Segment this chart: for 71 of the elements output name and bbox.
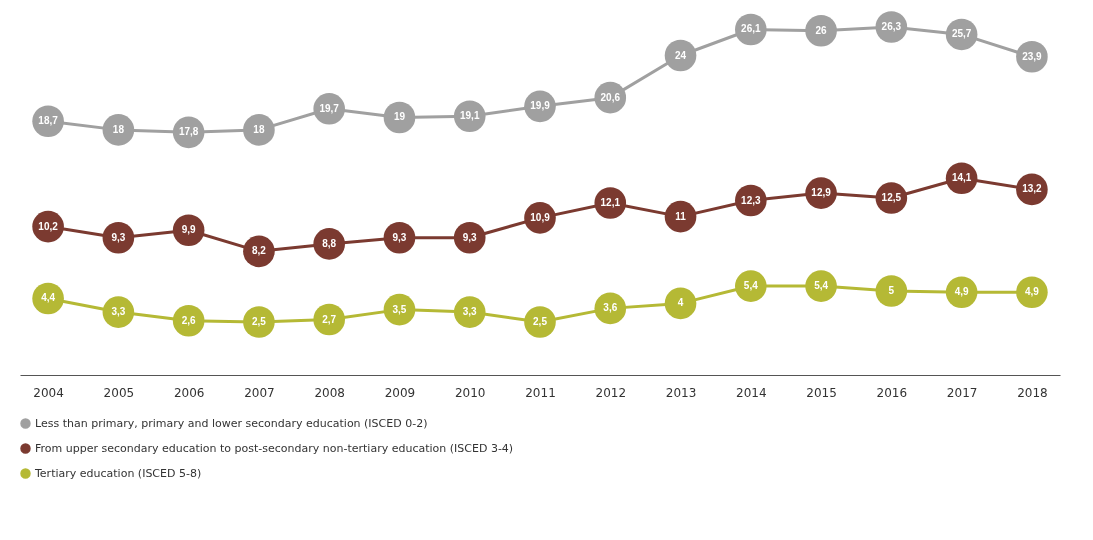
data-label: 12,9 bbox=[811, 187, 832, 199]
data-label: 2,5 bbox=[251, 316, 267, 328]
legend-label: Less than primary, primary and lower secondary education (ISCED 0-2) bbox=[35, 416, 428, 430]
x-tick-label: 2005 bbox=[103, 385, 135, 400]
x-tick-label: 2017 bbox=[946, 385, 978, 400]
point bbox=[243, 114, 275, 146]
data-label: 10,2 bbox=[38, 220, 59, 232]
point bbox=[875, 275, 908, 307]
data-label: 9,3 bbox=[392, 231, 407, 243]
data-label: 5,4 bbox=[814, 280, 829, 292]
point bbox=[805, 14, 837, 47]
data-label: 9,3 bbox=[462, 231, 478, 243]
data-label: 18 bbox=[253, 123, 265, 135]
data-label: 25,7 bbox=[951, 28, 972, 40]
data-label: 19,7 bbox=[319, 102, 340, 114]
x-tick-label: 2018 bbox=[1017, 385, 1048, 400]
x-tick-label: 2009 bbox=[384, 385, 416, 400]
data-label: 19,1 bbox=[460, 110, 480, 122]
x-tick-label: 2008 bbox=[314, 385, 345, 400]
data-label: 13,2 bbox=[1022, 183, 1043, 195]
data-label: 4,9 bbox=[954, 286, 970, 298]
x-tick-label: 2016 bbox=[876, 385, 908, 400]
data-label: 12,1 bbox=[600, 197, 621, 209]
x-tick-label: 2006 bbox=[173, 385, 205, 400]
data-label: 17,8 bbox=[178, 126, 199, 138]
data-label: 18,7 bbox=[38, 115, 59, 127]
data-label: 19 bbox=[393, 111, 406, 123]
data-label: 9,3 bbox=[111, 231, 126, 243]
data-label: 20,6 bbox=[600, 91, 621, 103]
legend-label: Tertiary education (ISCED 5-8) bbox=[34, 466, 202, 480]
data-label: 12,3 bbox=[741, 194, 761, 206]
x-tick-label: 2014 bbox=[736, 385, 767, 400]
data-label: 5,4 bbox=[743, 280, 759, 292]
legend-label: From upper secondary education to post-secondary non-tertiary education (ISCED 3-4) bbox=[35, 441, 514, 455]
x-tick-label: 2004 bbox=[33, 385, 64, 400]
data-label: 18 bbox=[112, 123, 125, 135]
data-label: 23,9 bbox=[1022, 50, 1043, 62]
x-tick-label: 2013 bbox=[665, 385, 697, 400]
data-label: 3,3 bbox=[462, 306, 478, 318]
data-label: 8,8 bbox=[322, 237, 337, 249]
x-tick-label: 2011 bbox=[525, 385, 556, 400]
point bbox=[102, 114, 135, 146]
data-label: 26,3 bbox=[881, 21, 902, 32]
data-label: 9,9 bbox=[181, 224, 197, 236]
data-label: 5 bbox=[888, 285, 895, 297]
point bbox=[664, 287, 697, 320]
x-tick-label: 2015 bbox=[806, 385, 837, 400]
data-label: 19,9 bbox=[530, 100, 551, 112]
point bbox=[664, 39, 697, 72]
data-label: 26,1 bbox=[741, 23, 761, 35]
data-label: 4 bbox=[677, 297, 684, 309]
point bbox=[383, 101, 416, 134]
data-label: 2,6 bbox=[181, 314, 197, 326]
data-label: 10,9 bbox=[530, 211, 551, 223]
data-label: 11 bbox=[675, 210, 687, 222]
data-label: 3,5 bbox=[392, 303, 407, 315]
data-label: 14,1 bbox=[951, 172, 972, 184]
data-label: 3,3 bbox=[111, 306, 126, 318]
data-label: 8,2 bbox=[251, 245, 267, 257]
data-label: 3,6 bbox=[603, 302, 618, 314]
x-tick-label: 2012 bbox=[595, 385, 627, 400]
data-label: 24 bbox=[674, 49, 687, 61]
x-tick-label: 2007 bbox=[244, 385, 275, 400]
x-tick-label: 2010 bbox=[454, 385, 486, 400]
data-label: 26 bbox=[815, 24, 828, 36]
data-label: 2,5 bbox=[533, 316, 548, 328]
data-label: 4,9 bbox=[1024, 286, 1040, 298]
data-label: 4,4 bbox=[41, 292, 56, 304]
data-label: 12,5 bbox=[881, 192, 902, 204]
data-label: 2,7 bbox=[322, 313, 337, 325]
point bbox=[664, 200, 697, 233]
